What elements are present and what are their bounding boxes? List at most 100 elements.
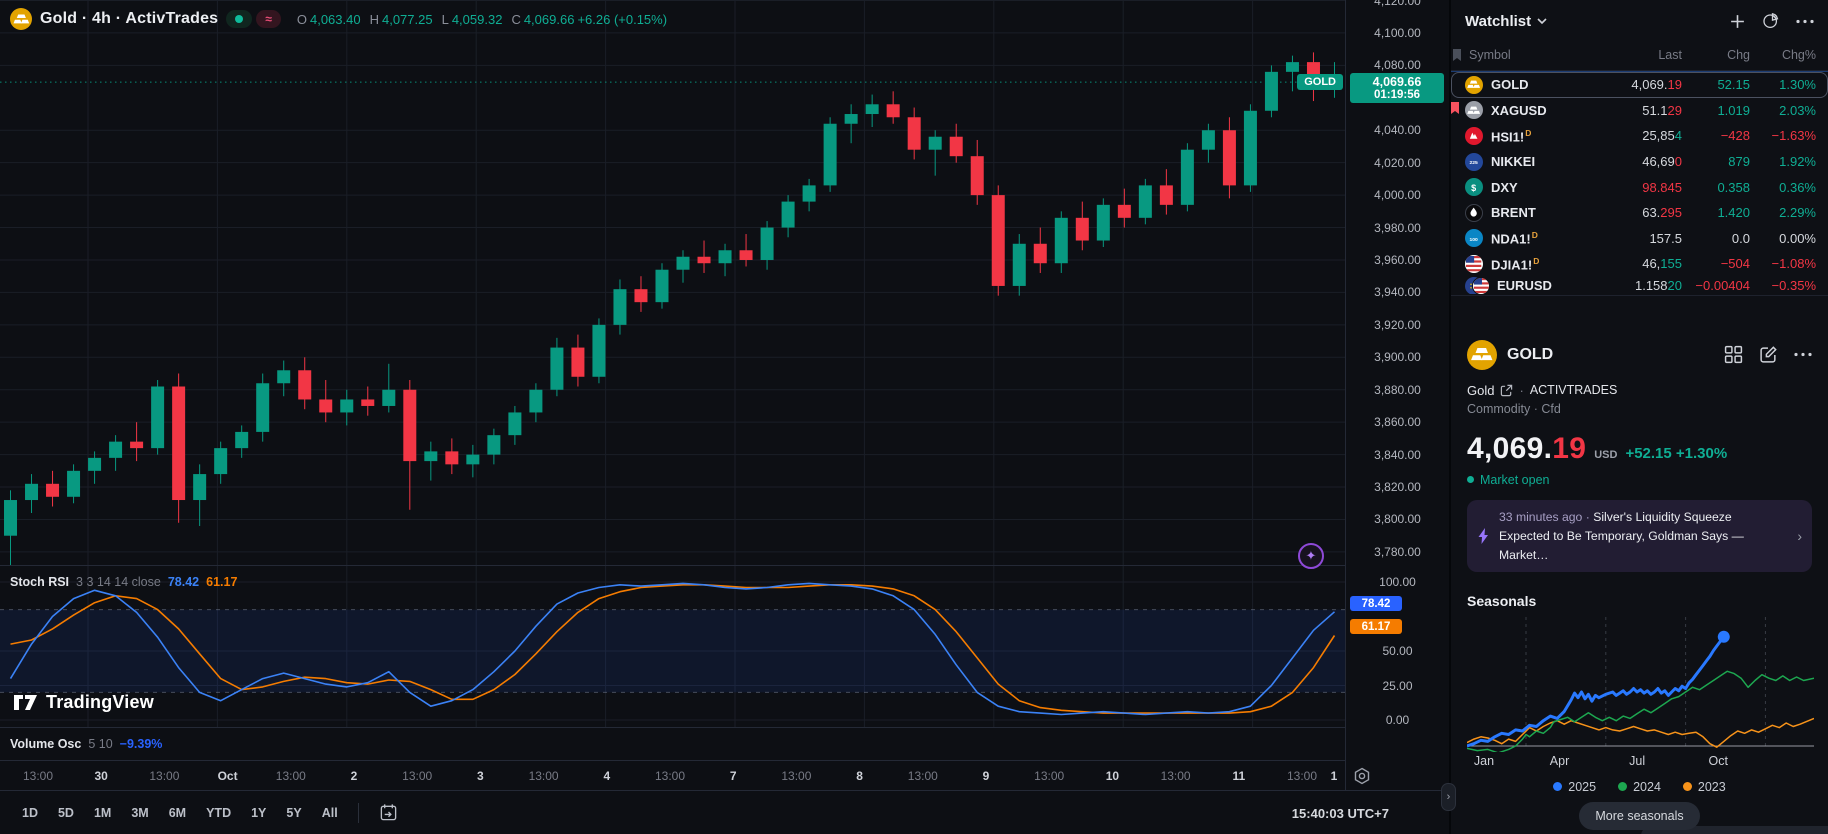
price-tick: 3,900.00 [1374, 350, 1421, 365]
price-tick: 3,880.00 [1374, 382, 1421, 397]
row-chg: 0.0 [1731, 230, 1750, 246]
volosc-title: Volume Osc [10, 737, 82, 751]
market-status-pill[interactable] [226, 10, 253, 28]
stoch-rsi-pane[interactable] [0, 565, 1345, 727]
row-chgp: 1.30% [1779, 77, 1816, 93]
stoch-title: Stoch RSI [10, 575, 70, 589]
price-tick: 3,960.00 [1374, 252, 1421, 267]
chevron-down-icon[interactable] [1537, 17, 1547, 25]
stoch-d-tag: 61.17 [1350, 619, 1402, 634]
detail-symbol-name[interactable]: GOLD [1507, 345, 1554, 363]
news-headline: Silver's Liquidity Squeeze Expected to B… [1499, 509, 1744, 562]
symbol-title[interactable]: Gold · 4h · ActivTrades [40, 10, 219, 27]
row-chg: 879 [1728, 154, 1750, 170]
row-symbol: 225 NIKKEI [1465, 152, 1590, 171]
watchlist-row-dxy[interactable]: $ DXY 98.845 0.358 0.36% [1451, 174, 1828, 200]
watchlist-row-nda1[interactable]: 100 NDA1!D 157.5 0.0 0.00% [1451, 226, 1828, 252]
watchlist-row-xagusd[interactable]: XAGUSD 51.129 1.019 2.03% [1451, 98, 1828, 124]
range-button-3m[interactable]: 3M [131, 805, 149, 820]
chart-legend: Gold · 4h · ActivTrades ≈ O 4,063.40 H 4,0… [10, 8, 667, 30]
gold-symbol-icon [10, 8, 32, 30]
stoch-k-value: 78.42 [167, 575, 200, 589]
clock[interactable]: 15:40:03 UTC+7 [1291, 805, 1389, 821]
news-time: 33 minutes ago [1499, 509, 1583, 524]
watchlist-menu-icon[interactable] [1796, 19, 1814, 24]
detail-description[interactable]: Gold [1467, 382, 1495, 398]
time-tick: 4 [603, 769, 611, 783]
legend-item-2025[interactable]: 2025 [1553, 780, 1596, 794]
range-button-6m[interactable]: 6M [168, 805, 187, 820]
flag-column-icon[interactable] [1453, 48, 1465, 62]
time-tick: 2 [350, 769, 358, 783]
row-symbol: DJIA1!D [1465, 254, 1590, 273]
range-button-all[interactable]: All [321, 805, 338, 820]
legend-item-2024[interactable]: 2024 [1618, 780, 1661, 794]
toolbar-divider [357, 802, 359, 823]
add-symbol-icon[interactable] [1729, 13, 1746, 30]
news-card[interactable]: 33 minutes ago · Silver's Liquidity Sque… [1467, 499, 1812, 573]
time-tick: 10 [1105, 769, 1120, 783]
watchlist-row-hsi1[interactable]: HSI1!D 25,854 −428 −1.63% [1451, 123, 1828, 149]
row-last: 51.129 [1642, 102, 1682, 118]
time-axis[interactable]: 13:00 30 13:00 Oct 13:00 2 13:00 3 13:00 4 13:00 7 1… [0, 760, 1345, 790]
compose-note-icon[interactable] [1759, 345, 1778, 364]
watchlist-column-headers: Symbol Last Chg Chg% [1451, 42, 1828, 68]
tradingview-logo-icon [14, 695, 37, 710]
price-tick: 3,980.00 [1374, 220, 1421, 235]
heatmap-icon[interactable] [1762, 12, 1780, 30]
watchlist-row-gold[interactable]: GOLD 4,069.19 52.15 1.30% [1451, 72, 1828, 98]
external-link-icon[interactable] [1500, 384, 1513, 397]
time-tick: 13:00 [22, 769, 54, 783]
more-seasonals-button[interactable]: More seasonals [1579, 802, 1700, 831]
price-tag-value: 4,069.66 [1372, 75, 1422, 89]
detail-menu-icon[interactable] [1794, 352, 1812, 357]
stoch-d-value: 61.17 [206, 575, 238, 589]
time-tick: 13:00 [149, 769, 180, 783]
col-chg: Chg [1727, 48, 1750, 62]
watchlist-title[interactable]: Watchlist [1465, 12, 1532, 30]
range-button-5y[interactable]: 5Y [286, 805, 302, 820]
flag-marker-icon[interactable] [1451, 101, 1460, 115]
go-to-date-icon[interactable] [371, 798, 406, 827]
volume-osc-legend[interactable]: Volume Osc 5 10 −9.39% [10, 737, 162, 751]
stoch-tick: 50.00 [1382, 644, 1413, 658]
seasonals-chart[interactable]: Jan Apr Jul Oct 2025 2024 2023 More seasonals [1467, 612, 1814, 831]
ohlc-values: O 4,063.40 H 4,077.25 L 4,059.32 C 4,069.66 … [296, 11, 668, 27]
price-tick: 3,920.00 [1374, 317, 1421, 332]
row-chg: 1.019 [1717, 102, 1750, 118]
row-chgp: −1.63% [1771, 128, 1816, 144]
price-tick: 4,080.00 [1374, 58, 1421, 73]
ai-assistant-icon[interactable]: ✦ [1298, 543, 1324, 569]
candlestick-chart[interactable] [0, 0, 1345, 565]
range-button-1m[interactable]: 1M [93, 805, 112, 820]
detail-price: 4,069. [1467, 431, 1553, 465]
watchlist-row-eurusd[interactable]: EURUSD 1.15820 −0.00404 −0.35% [1451, 276, 1828, 294]
stoch-rsi-legend[interactable]: Stoch RSI 3 3 14 14 close 78.42 61.17 [10, 575, 237, 589]
range-button-1y[interactable]: 1Y [251, 805, 267, 820]
range-button-ytd[interactable]: YTD [206, 805, 232, 820]
approx-data-pill[interactable]: ≈ [256, 10, 281, 28]
watchlist-row-brent[interactable]: BRENT 63.295 1.420 2.29% [1451, 200, 1828, 226]
detail-price-row: 4,069.19 USD +52.15 +1.30% [1467, 432, 1812, 466]
time-tick: 13:00 [402, 769, 433, 783]
layout-grid-icon[interactable] [1724, 345, 1743, 364]
sidebar-collapse-handle[interactable]: › [1441, 783, 1456, 811]
watchlist-rows: GOLD 4,069.19 52.15 1.30% XAGUSD 51.129 … [1451, 72, 1828, 294]
stoch-tick: 25.00 [1382, 678, 1413, 693]
stoch-k-tag: 78.42 [1350, 596, 1402, 611]
news-chevron-icon[interactable]: › [1797, 528, 1802, 545]
time-axis-settings-icon[interactable] [1352, 766, 1372, 786]
price-tick: 4,120.00 [1374, 0, 1421, 8]
close-value: 4,069.66 [523, 11, 575, 27]
row-last: 4,069.19 [1631, 77, 1682, 93]
range-button-1d[interactable]: 1D [22, 805, 38, 820]
watchlist-row-nikkei[interactable]: 225 NIKKEI 46,690 879 1.92% [1451, 149, 1828, 175]
legend-item-2023[interactable]: 2023 [1682, 780, 1726, 794]
price-axis[interactable]: 4,069.66 01:19:56 78.42 61.17 4,120.00 4,… [1345, 0, 1449, 790]
range-button-5d[interactable]: 5D [57, 805, 74, 820]
row-last: 98.845 [1642, 179, 1682, 195]
volosc-value: −9.39% [119, 737, 163, 751]
watchlist-row-djia1[interactable]: DJIA1!D 46,155 −504 −1.08% [1451, 251, 1828, 277]
time-tick: 13:00 [907, 769, 938, 783]
col-symbol: Symbol [1469, 48, 1511, 62]
